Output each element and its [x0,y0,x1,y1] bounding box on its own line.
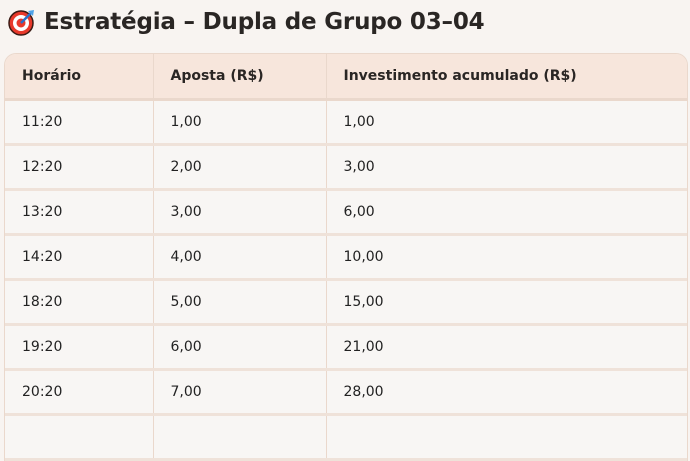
table-row: 20:20 7,00 28,00 [5,369,687,416]
column-header-horario: Horário [5,54,154,101]
table-row: 18:20 5,00 15,00 [5,279,687,326]
cell-horario: 12:20 [5,144,154,191]
cell-horario: 11:20 [5,99,154,146]
title-text: Estratégia – Dupla de Grupo 03–04 [44,9,485,35]
cell-aposta: 3,00 [153,189,327,236]
table-row: 12:20 2,00 3,00 [5,144,687,191]
cell-horario: 20:20 [5,369,154,416]
page-title: Estratégia – Dupla de Grupo 03–04 [8,6,485,38]
cell-investimento: 1,00 [326,99,687,146]
cell-investimento: 6,00 [326,189,687,236]
cell-investimento: 28,00 [326,369,687,416]
column-header-aposta: Aposta (R$) [153,54,327,101]
cell-aposta: 2,00 [153,144,327,191]
strategy-table: Horário Aposta (R$) Investimento acumula… [4,53,688,461]
table-header-row: Horário Aposta (R$) Investimento acumula… [5,54,687,101]
cell-horario: 14:20 [5,234,154,281]
cell-empty [153,414,327,461]
cell-aposta: 5,00 [153,279,327,326]
column-header-investimento: Investimento acumulado (R$) [326,54,687,101]
cell-aposta: 6,00 [153,324,327,371]
cell-empty [5,414,154,461]
cell-investimento: 21,00 [326,324,687,371]
target-dart-icon [8,8,36,36]
cell-investimento: 10,00 [326,234,687,281]
table-row: 11:20 1,00 1,00 [5,99,687,146]
cell-aposta: 4,00 [153,234,327,281]
cell-horario: 18:20 [5,279,154,326]
cell-aposta: 7,00 [153,369,327,416]
cell-empty [326,414,687,461]
table-row: 14:20 4,00 10,00 [5,234,687,281]
table-row-partial [5,414,687,461]
cell-horario: 13:20 [5,189,154,236]
table-row: 19:20 6,00 21,00 [5,324,687,371]
cell-investimento: 3,00 [326,144,687,191]
cell-aposta: 1,00 [153,99,327,146]
cell-investimento: 15,00 [326,279,687,326]
table-row: 13:20 3,00 6,00 [5,189,687,236]
cell-horario: 19:20 [5,324,154,371]
